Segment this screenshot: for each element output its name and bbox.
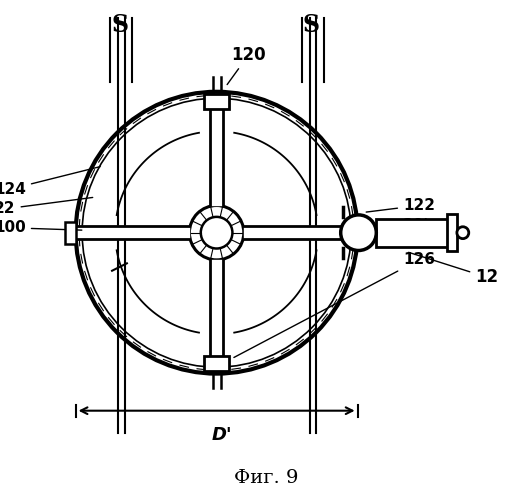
Circle shape bbox=[189, 206, 244, 260]
Text: Фиг. 9: Фиг. 9 bbox=[234, 470, 298, 488]
Text: 122: 122 bbox=[366, 198, 435, 213]
Circle shape bbox=[201, 217, 232, 248]
Bar bbox=[377, 219, 456, 246]
Circle shape bbox=[457, 227, 469, 238]
Text: D': D' bbox=[211, 426, 232, 444]
Text: 124: 124 bbox=[0, 166, 100, 196]
Text: 100: 100 bbox=[0, 220, 82, 236]
Bar bbox=[204, 356, 229, 371]
Bar bbox=[447, 214, 458, 252]
Text: S: S bbox=[112, 13, 129, 37]
Bar bbox=[65, 222, 76, 244]
Bar bbox=[204, 94, 229, 109]
Text: 120: 120 bbox=[227, 46, 266, 84]
Text: S: S bbox=[302, 13, 319, 37]
Text: 126: 126 bbox=[234, 252, 435, 358]
Text: 22: 22 bbox=[0, 198, 93, 216]
Text: 20': 20' bbox=[381, 218, 429, 234]
Circle shape bbox=[340, 215, 377, 250]
Text: 12: 12 bbox=[408, 252, 498, 286]
